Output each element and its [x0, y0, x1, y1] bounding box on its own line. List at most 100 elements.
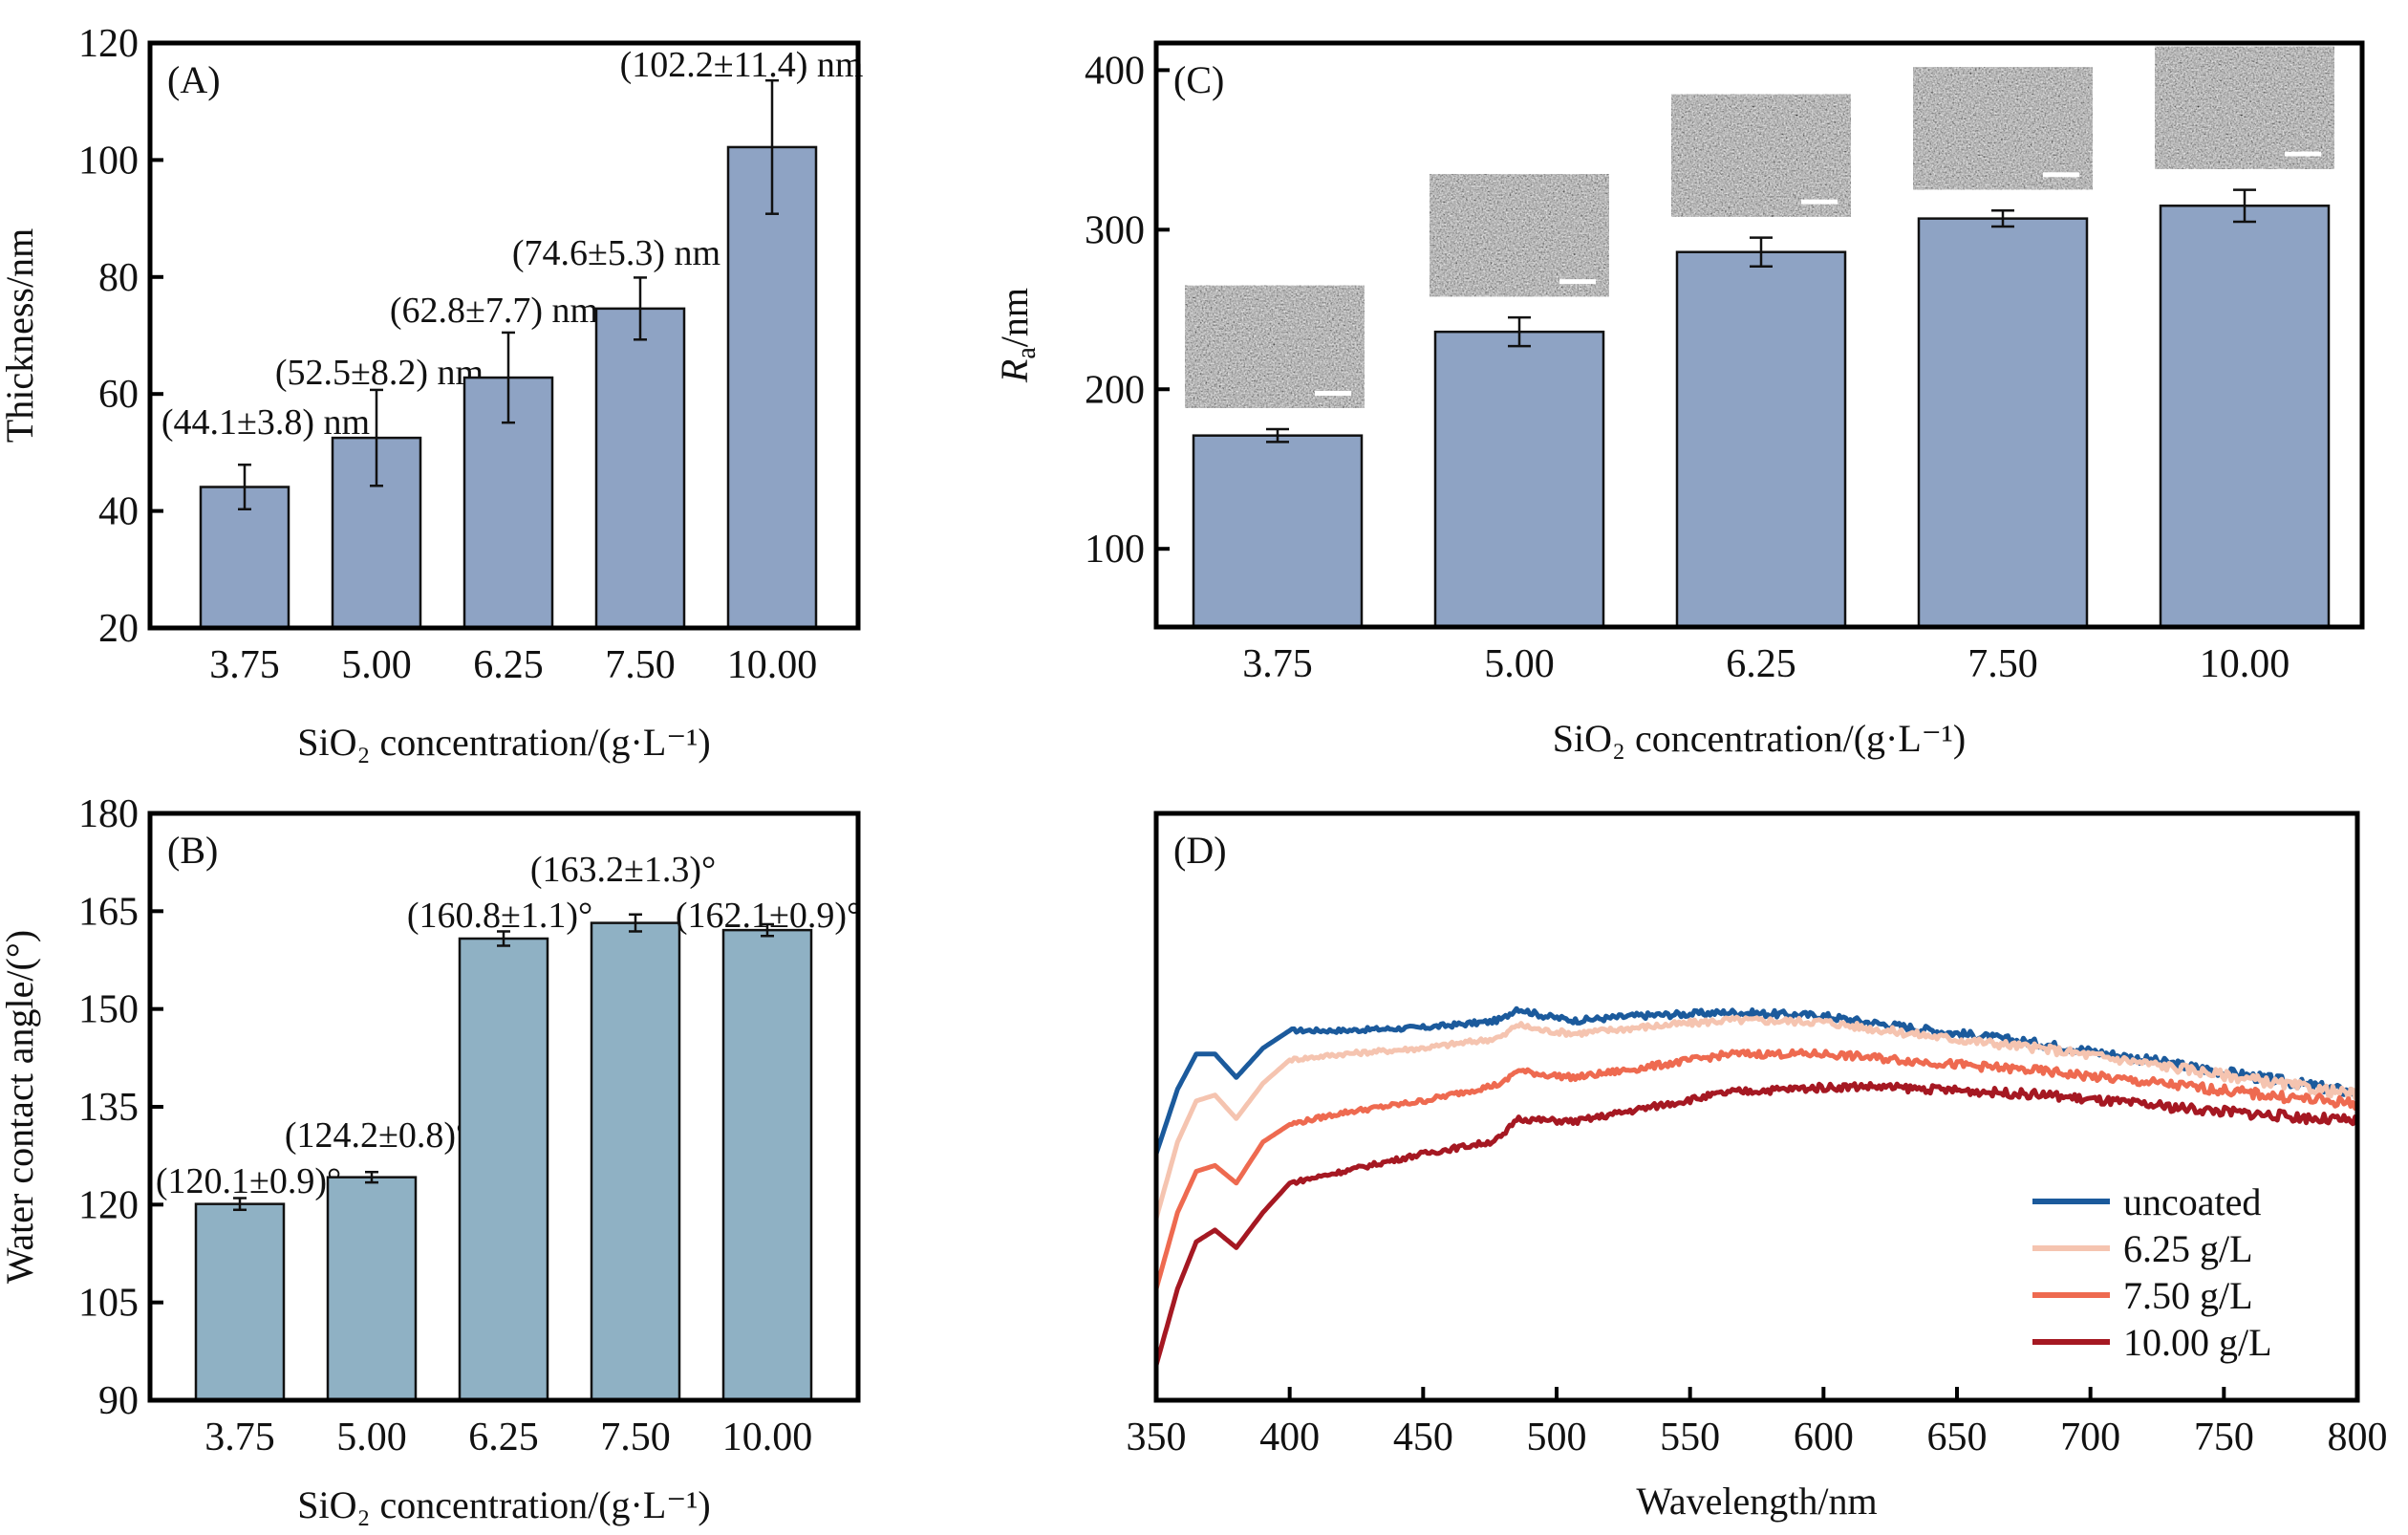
y-ticks: 20 40 60 80 100 120	[78, 22, 163, 651]
x-ticks: 3.75 5.00 6.25 7.50 10.00	[204, 1416, 812, 1459]
data-label: (44.1±3.8) nm	[161, 402, 370, 443]
y-ticks: 100 200 300 400	[1085, 49, 1170, 572]
legend-label: uncoated	[2123, 1180, 2261, 1223]
bar	[1433, 330, 1605, 629]
x-tick-label: 6.25	[473, 643, 544, 687]
data-label: (160.8±1.1)°	[407, 896, 592, 936]
x-tick-label: 7.50	[605, 643, 676, 687]
series-line-0	[1153, 1005, 2359, 1155]
scale-bar	[1315, 390, 1351, 396]
sem-insets	[1185, 46, 2334, 408]
data-label: (62.8±7.7) nm	[390, 291, 598, 331]
x-tick-label: 6.25	[1726, 642, 1796, 686]
x-ticks: 3.75 5.00 6.25 7.50 10.00	[1242, 642, 2290, 686]
x-ticks: 3.75 5.00 6.25 7.50 10.00	[209, 643, 817, 687]
data-label: (102.2±11.4) nm	[620, 45, 864, 85]
bar	[199, 486, 290, 630]
bars-group	[1192, 188, 2331, 629]
x-axis-title: SiO₂ concentration/(g·L⁻¹)	[297, 721, 710, 764]
legend-label: 7.50 g/L	[2123, 1274, 2253, 1317]
panel-a-thickness-chart: (44.1±3.8) nm (52.5±8.2) nm (62.8±7.7) nm (…	[0, 22, 863, 764]
x-tick-label: 450	[1393, 1416, 1453, 1459]
x-tick-label: 3.75	[209, 643, 280, 687]
sem-inset-image	[1430, 174, 1609, 297]
y-tick-label: 135	[78, 1086, 139, 1130]
panel-label: (D)	[1173, 829, 1227, 872]
series-line-2	[1153, 1048, 2360, 1289]
bars-group: (120.1±0.9)° (124.2±0.8)° (160.8±1.1)° (163…	[156, 850, 861, 1402]
x-tick-label: 10.00	[727, 643, 818, 687]
bar	[721, 928, 813, 1402]
data-label: (163.2±1.3)°	[530, 850, 716, 890]
sem-image-texture	[2155, 46, 2334, 169]
legend-label: 6.25 g/L	[2123, 1227, 2253, 1270]
y-ticks: 90 105 120 135 150 165 180	[78, 792, 163, 1423]
y-tick-label: 90	[98, 1379, 139, 1423]
plot-frame	[1153, 811, 2360, 1403]
x-tick-label: 7.50	[600, 1416, 671, 1459]
legend-label: 10.00 g/L	[2123, 1321, 2272, 1364]
bar	[590, 921, 681, 1402]
y-tick-label: 150	[78, 988, 139, 1032]
scale-bar	[2285, 151, 2321, 157]
y-tick-label: 80	[98, 256, 139, 300]
plot-frame	[147, 40, 861, 631]
data-label: (162.1±0.9)°	[676, 896, 861, 936]
x-axis-title: SiO₂ concentration/(g·L⁻¹)	[1553, 717, 1966, 760]
bar	[194, 1202, 286, 1402]
data-label: (120.1±0.9)°	[156, 1161, 341, 1201]
panel-c-roughness-chart: 100 200 300 400 3.75 5.00 6.25 7.50 10.00 (C) R…	[993, 40, 2365, 760]
sem-inset-image	[1671, 94, 1851, 217]
data-label: (74.6±5.3) nm	[512, 233, 720, 273]
x-tick-label: 6.25	[468, 1416, 539, 1459]
y-tick-label: 400	[1085, 49, 1145, 93]
bar	[2159, 205, 2331, 629]
bars-group: (44.1±3.8) nm (52.5±8.2) nm (62.8±7.7) nm (…	[161, 45, 864, 630]
x-tick-label: 400	[1259, 1416, 1320, 1459]
plot-frame	[1153, 40, 2365, 630]
legend-item: 10.00 g/L	[2032, 1321, 2272, 1364]
sem-inset-image	[2155, 46, 2334, 169]
y-tick-label: 105	[78, 1282, 139, 1326]
sem-image-texture	[1430, 174, 1609, 297]
sem-inset-image	[1913, 67, 2093, 190]
x-tick-label: 800	[2328, 1416, 2388, 1459]
y-tick-label: 20	[98, 607, 139, 651]
panel-label: (B)	[167, 829, 218, 872]
x-tick-label: 3.75	[204, 1416, 275, 1459]
x-tick-label: 500	[1527, 1416, 1587, 1459]
bar	[594, 307, 686, 630]
y-axis-title: Thickness/nm	[0, 228, 41, 443]
panel-label: (C)	[1173, 58, 1224, 101]
y-tick-label: 200	[1085, 368, 1145, 412]
sem-image-texture	[1671, 94, 1851, 217]
bar	[726, 145, 818, 630]
y-tick-label: 40	[98, 490, 139, 534]
y-tick-label: 180	[78, 792, 139, 836]
x-tick-label: 5.00	[341, 643, 412, 687]
y-axis-title: Ra/nm	[993, 288, 1042, 383]
legend-item: uncoated	[2032, 1180, 2261, 1223]
y-tick-label: 300	[1085, 208, 1145, 252]
data-label: (124.2±0.8)°	[285, 1115, 470, 1156]
panel-d-spectra-chart: 350 400 450 500 550 600 650 700 750 800 uncoated6…	[1127, 811, 2388, 1523]
y-tick-label: 120	[78, 22, 139, 66]
x-tick-label: 750	[2194, 1416, 2254, 1459]
bar	[1675, 250, 1847, 629]
y-axis-title-main: R	[993, 359, 1036, 383]
bar	[1917, 217, 2089, 629]
series-line-3	[1153, 1081, 2360, 1366]
x-axis-title: SiO₂ concentration/(g·L⁻¹)	[297, 1483, 710, 1526]
series-lines	[1153, 1005, 2360, 1366]
x-tick-label: 5.00	[336, 1416, 407, 1459]
panel-b-contact-angle-chart: (120.1±0.9)° (124.2±0.8)° (160.8±1.1)° (163…	[0, 792, 861, 1526]
y-tick-label: 120	[78, 1183, 139, 1227]
bar	[458, 937, 549, 1402]
x-tick-label: 600	[1794, 1416, 1854, 1459]
x-axis-title: Wavelength/nm	[1636, 1480, 1877, 1523]
x-tick-label: 10.00	[2200, 642, 2290, 686]
y-tick-label: 60	[98, 373, 139, 417]
y-tick-label: 165	[78, 890, 139, 934]
